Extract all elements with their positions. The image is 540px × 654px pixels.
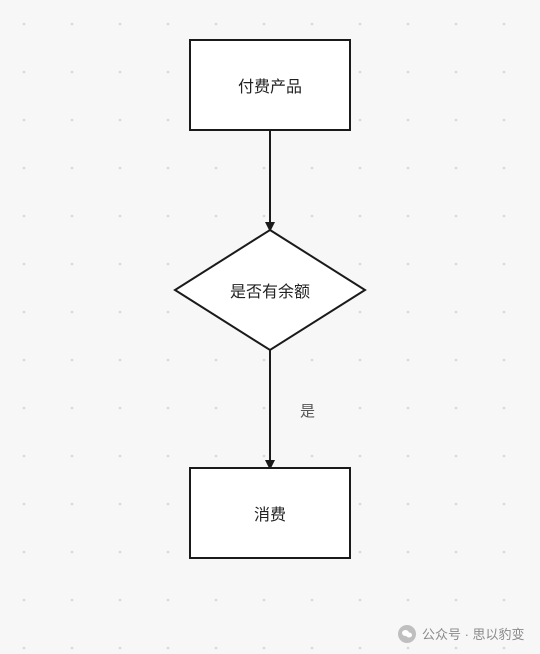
flowchart-shapes (0, 0, 540, 654)
watermark: 公众号 · 思以豹变 (398, 624, 525, 643)
watermark-text: 公众号 · 思以豹变 (422, 624, 525, 643)
wechat-icon (398, 625, 416, 643)
flowchart-canvas: 付费产品 是否有余额 消费 是 公众号 · 思以豹变 (0, 0, 540, 654)
